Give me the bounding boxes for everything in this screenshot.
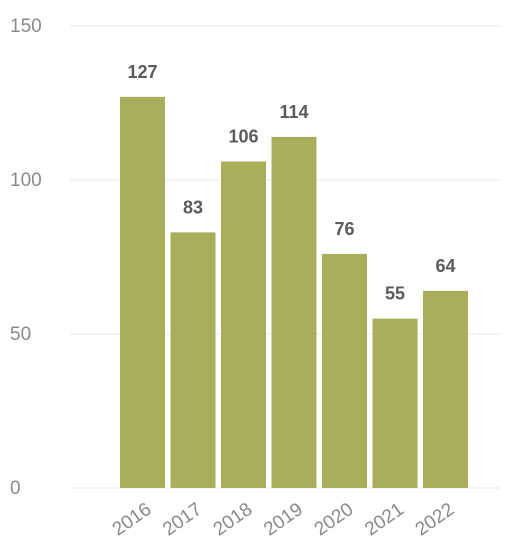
bar-value-label-2020: 76 [334, 219, 354, 239]
bar-value-labels: 127 83 106 114 76 55 64 [127, 62, 455, 304]
bar-2022 [423, 290, 468, 488]
x-tick-label-2019: 2019 [260, 499, 307, 540]
x-tick-label-2018: 2018 [210, 499, 257, 540]
bar-value-label-2021: 55 [385, 284, 405, 304]
bar-value-label-2018: 106 [228, 127, 258, 147]
y-axis-tick-labels: 0 50 100 150 [10, 16, 42, 499]
y-tick-label: 0 [10, 478, 21, 499]
x-tick-label-2017: 2017 [159, 499, 206, 540]
x-tick-label-2022: 2022 [412, 499, 459, 540]
y-tick-label: 50 [10, 324, 31, 345]
bar-2017 [170, 232, 216, 488]
bar-value-label-2019: 114 [279, 102, 308, 122]
bar-2019 [271, 136, 317, 488]
x-tick-label-2016: 2016 [109, 499, 156, 540]
x-tick-label-2020: 2020 [311, 499, 358, 540]
bar-value-label-2016: 127 [127, 62, 157, 82]
bar-2020 [322, 253, 367, 488]
bar-2016 [120, 96, 165, 488]
bar-value-label-2017: 83 [183, 197, 203, 217]
y-tick-label: 150 [10, 16, 42, 37]
bar-2021 [372, 318, 418, 488]
bars [120, 96, 468, 488]
y-tick-label: 100 [10, 170, 42, 191]
bar-value-label-2022: 64 [435, 256, 455, 276]
x-tick-label-2021: 2021 [361, 499, 408, 540]
bar-2018 [221, 161, 266, 488]
x-axis-tick-labels: 2016 2017 2018 2019 2020 2021 2022 [109, 499, 459, 540]
